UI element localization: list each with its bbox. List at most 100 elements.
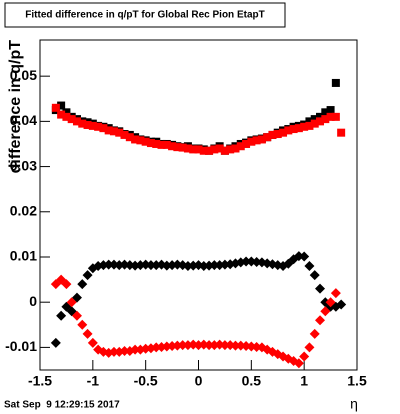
- diamond-marker: [56, 310, 67, 321]
- square-marker: [183, 144, 192, 153]
- diamond-marker: [204, 340, 215, 351]
- square-marker: [289, 125, 298, 134]
- square-marker: [310, 119, 319, 128]
- diamond-marker: [61, 279, 72, 290]
- square-marker: [199, 146, 208, 155]
- square-marker: [120, 130, 129, 139]
- diamond-marker: [330, 288, 341, 299]
- diamond-marker: [304, 342, 315, 353]
- square-marker: [125, 133, 134, 142]
- square-marker: [231, 144, 240, 153]
- square-marker: [316, 117, 325, 126]
- square-marker: [205, 146, 214, 155]
- square-marker: [152, 139, 161, 148]
- diamond-marker: [119, 259, 130, 270]
- square-marker: [273, 130, 282, 139]
- square-marker: [305, 121, 314, 130]
- square-marker: [62, 108, 71, 117]
- square-marker: [141, 137, 150, 146]
- diamond-marker: [219, 340, 230, 351]
- square-marker: [78, 119, 87, 128]
- diamond-marker: [246, 341, 257, 352]
- x-tick-label: 0: [195, 373, 203, 389]
- square-marker: [162, 140, 171, 149]
- diamond-marker: [299, 251, 310, 262]
- square-marker: [83, 120, 92, 129]
- diamond-marker: [71, 310, 82, 321]
- diamond-marker: [315, 283, 326, 294]
- diamond-marker: [304, 261, 315, 272]
- square-marker: [136, 136, 145, 145]
- diamond-marker: [299, 351, 310, 362]
- y-axis-label: difference in q/pT: [7, 40, 24, 174]
- diamond-marker: [82, 328, 93, 339]
- square-marker: [115, 128, 124, 137]
- square-marker: [331, 112, 340, 121]
- diamond-marker: [309, 270, 320, 281]
- plot-frame: [39, 39, 358, 371]
- square-marker: [57, 101, 66, 110]
- footer: Sat Sep 9 12:29:15 2017: [4, 400, 120, 411]
- y-tick-label: 0.02: [10, 202, 37, 218]
- square-marker: [300, 122, 309, 131]
- square-marker: [321, 115, 330, 124]
- y-tick-label: 0.01: [10, 248, 37, 264]
- diamond-marker: [66, 297, 77, 308]
- diamond-marker: [77, 279, 88, 290]
- square-marker: [220, 146, 229, 155]
- square-marker: [173, 143, 182, 152]
- square-marker: [157, 140, 166, 149]
- diamond-marker: [241, 256, 252, 267]
- title-box: [4, 2, 286, 28]
- square-marker: [51, 103, 60, 112]
- square-marker: [316, 112, 325, 121]
- square-marker: [99, 124, 108, 133]
- diamond-marker: [246, 256, 257, 267]
- diamond-marker: [87, 337, 98, 348]
- square-marker: [178, 143, 187, 152]
- square-marker: [257, 135, 266, 144]
- diamond-marker: [108, 346, 119, 357]
- diamond-marker: [315, 315, 326, 326]
- x-tick-label: -1.5: [28, 373, 52, 389]
- diamond-marker: [336, 299, 347, 310]
- x-axis-label: η: [350, 396, 358, 412]
- diamond-marker: [77, 319, 88, 330]
- square-marker: [226, 145, 235, 154]
- diamond-marker: [145, 260, 156, 271]
- x-tick-label: 1: [300, 373, 308, 389]
- square-marker: [247, 137, 256, 146]
- square-marker: [210, 145, 219, 154]
- diamond-marker: [309, 328, 320, 339]
- square-marker: [326, 112, 335, 121]
- square-marker: [284, 126, 293, 135]
- diamond-marker: [82, 270, 93, 281]
- square-marker: [194, 145, 203, 154]
- square-marker: [94, 122, 103, 131]
- diamond-marker: [177, 340, 188, 351]
- square-marker: [131, 135, 140, 144]
- chart-title: Fitted difference in q/pT for Global Rec…: [25, 10, 264, 21]
- square-marker: [62, 112, 71, 121]
- diamond-marker: [320, 306, 331, 317]
- x-tick-label: 0.5: [242, 373, 262, 389]
- square-marker: [263, 133, 272, 142]
- square-marker: [326, 106, 335, 115]
- diamond-marker: [103, 259, 114, 270]
- y-tick-label: 0.04: [10, 112, 37, 128]
- square-marker: [310, 115, 319, 124]
- diamond-marker: [209, 260, 220, 271]
- square-marker: [72, 117, 81, 126]
- square-marker: [109, 127, 118, 136]
- square-marker: [331, 78, 340, 87]
- diamond-marker: [50, 337, 61, 348]
- square-marker: [67, 115, 76, 124]
- square-marker: [242, 139, 251, 148]
- square-marker: [57, 110, 66, 119]
- y-tick-label: -0.01: [5, 338, 37, 354]
- y-tick-label: 0.03: [10, 157, 37, 173]
- square-marker: [337, 128, 346, 137]
- x-tick-label: -1: [87, 373, 100, 389]
- square-marker: [168, 142, 177, 151]
- y-tick-label: 0.05: [10, 67, 37, 83]
